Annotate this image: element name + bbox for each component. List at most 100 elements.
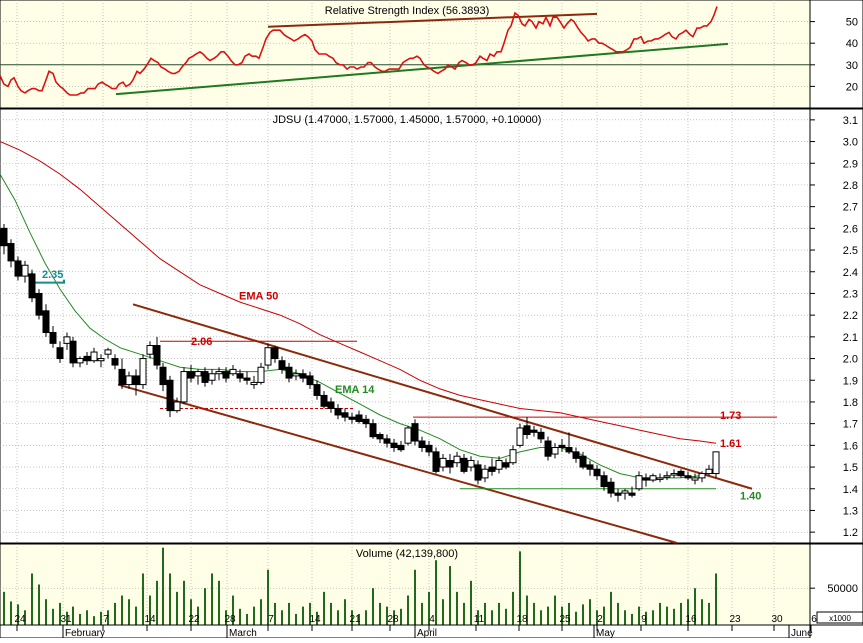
candle-body-48 [334,407,342,416]
candle-body-13 [90,351,98,362]
candle-body-67 [467,460,475,468]
candle-body-88 [614,492,622,496]
candle-body-63 [439,457,447,468]
candle-body-3 [21,264,29,277]
candle-body-71 [495,460,503,470]
price-panel: 1.2 1.3 1.4 1.5 1.6 1.7 1.8 1.9 2.0 2.1 2.2 2.3 2.4 2… [0,108,863,544]
rsi-y-tick-label-2: 40 [846,38,858,50]
x-day-label-16: 16 [685,614,697,625]
x-day-label-2: 7 [103,614,109,625]
rsi-trendline-1 [115,42,729,96]
x-day-label-13: 25 [559,614,571,625]
candle-body-68 [474,464,482,481]
candle-body-31 [215,371,223,375]
candle-body-29 [201,371,209,383]
x-month-label-2: April [417,628,437,638]
candle-body-85 [593,468,601,477]
candle-body-87 [607,481,615,494]
price-y-tick-label-4: 1.6 [843,440,858,452]
candle-body-91 [635,475,643,490]
price-annotation-0: EMA 50 [239,291,278,303]
candle-body-69 [481,468,489,479]
candle-body-79 [551,447,559,455]
candle-body-76 [530,429,538,433]
price-y-tick-label-3: 1.5 [843,462,858,474]
candle-body-39 [271,347,279,360]
candle-body-60 [418,440,426,449]
x-day-label-9: 28 [387,614,399,625]
candle-body-38 [264,347,272,366]
candle-body-78 [544,440,552,457]
candle-body-56 [390,442,398,449]
rsi-y-axis-background [809,0,863,109]
x-day-label-15: 9 [641,614,647,625]
candle-body-37 [257,366,265,383]
candle-body-6 [42,310,50,334]
candle-body-55 [383,438,391,444]
x-day-label-4: 22 [188,614,200,625]
x-axis: 24 31 7 14 22 28 7 14 21 28 4 11 18 25 2 9 16 23 30 6 Februa… [0,614,817,639]
x-day-label-3: 14 [144,614,156,625]
candle-body-15 [104,349,112,355]
candle-body-20 [139,358,147,386]
candle-body-18 [125,375,133,386]
candle-body-17 [118,368,126,386]
candle-body-102 [712,451,720,475]
candle-body-54 [376,434,384,440]
candle-body-42 [292,373,300,377]
rsi-title: Relative Strength Index (56.3893) [325,5,490,17]
price-y-axis-background [809,108,863,544]
price-y-tick-label-11: 2.3 [843,288,858,300]
x-day-label-11: 11 [474,614,485,625]
x-day-label-18: 30 [771,614,783,625]
candle-body-19 [132,375,140,386]
candle-body-1 [7,243,15,262]
candle-body-84 [586,464,594,470]
x-day-label-5: 28 [224,614,236,625]
price-title: JDSU (1.47000, 1.57000, 1.45000, 1.57000… [273,114,542,126]
candle-body-66 [460,457,468,472]
candle-body-49 [341,412,349,418]
candle-body-65 [453,455,461,464]
price-y-tick-label-5: 1.7 [843,419,858,431]
candle-body-74 [516,427,524,446]
candle-body-75 [523,425,531,436]
price-y-tick-label-0: 1.2 [843,527,858,539]
candle-body-32 [222,371,230,379]
moving-average-0 [0,141,717,444]
candle-body-57 [397,444,405,451]
price-y-tick-label-10: 2.2 [843,310,858,322]
candle-body-5 [35,292,43,316]
candle-body-86 [600,475,608,488]
candle-body-14 [97,358,105,362]
candle-body-58 [404,427,412,444]
price-background [0,108,811,544]
x-month-label-3: May [596,628,615,638]
candle-body-53 [369,423,377,438]
candle-body-80 [558,444,566,449]
candle-body-90 [628,492,636,496]
x-day-label-12: 18 [516,614,528,625]
candle-body-83 [579,455,587,468]
x-day-label-1: 31 [60,614,72,625]
candle-body-77 [537,431,545,440]
price-annotation-6: 1.40 [740,490,761,502]
x-day-label-8: 21 [349,614,361,625]
candle-body-25 [173,401,181,412]
candle-body-64 [446,460,454,468]
candle-body-92 [642,477,650,481]
volume-unit-label: x1000 [829,614,851,623]
candle-body-50 [348,416,356,420]
channel-line-1 [117,383,678,544]
price-y-tick-label-17: 2.9 [843,158,858,170]
x-day-label-10: 4 [429,614,435,625]
price-y-tick-label-12: 2.4 [843,267,858,279]
candle-body-94 [656,477,664,480]
rsi-y-tick-label-0: 20 [846,81,858,93]
price-y-tick-label-8: 2.0 [843,354,858,366]
x-month-label-0: February [65,628,105,638]
price-y-tick-label-15: 2.7 [843,202,858,214]
candle-body-52 [362,418,370,425]
